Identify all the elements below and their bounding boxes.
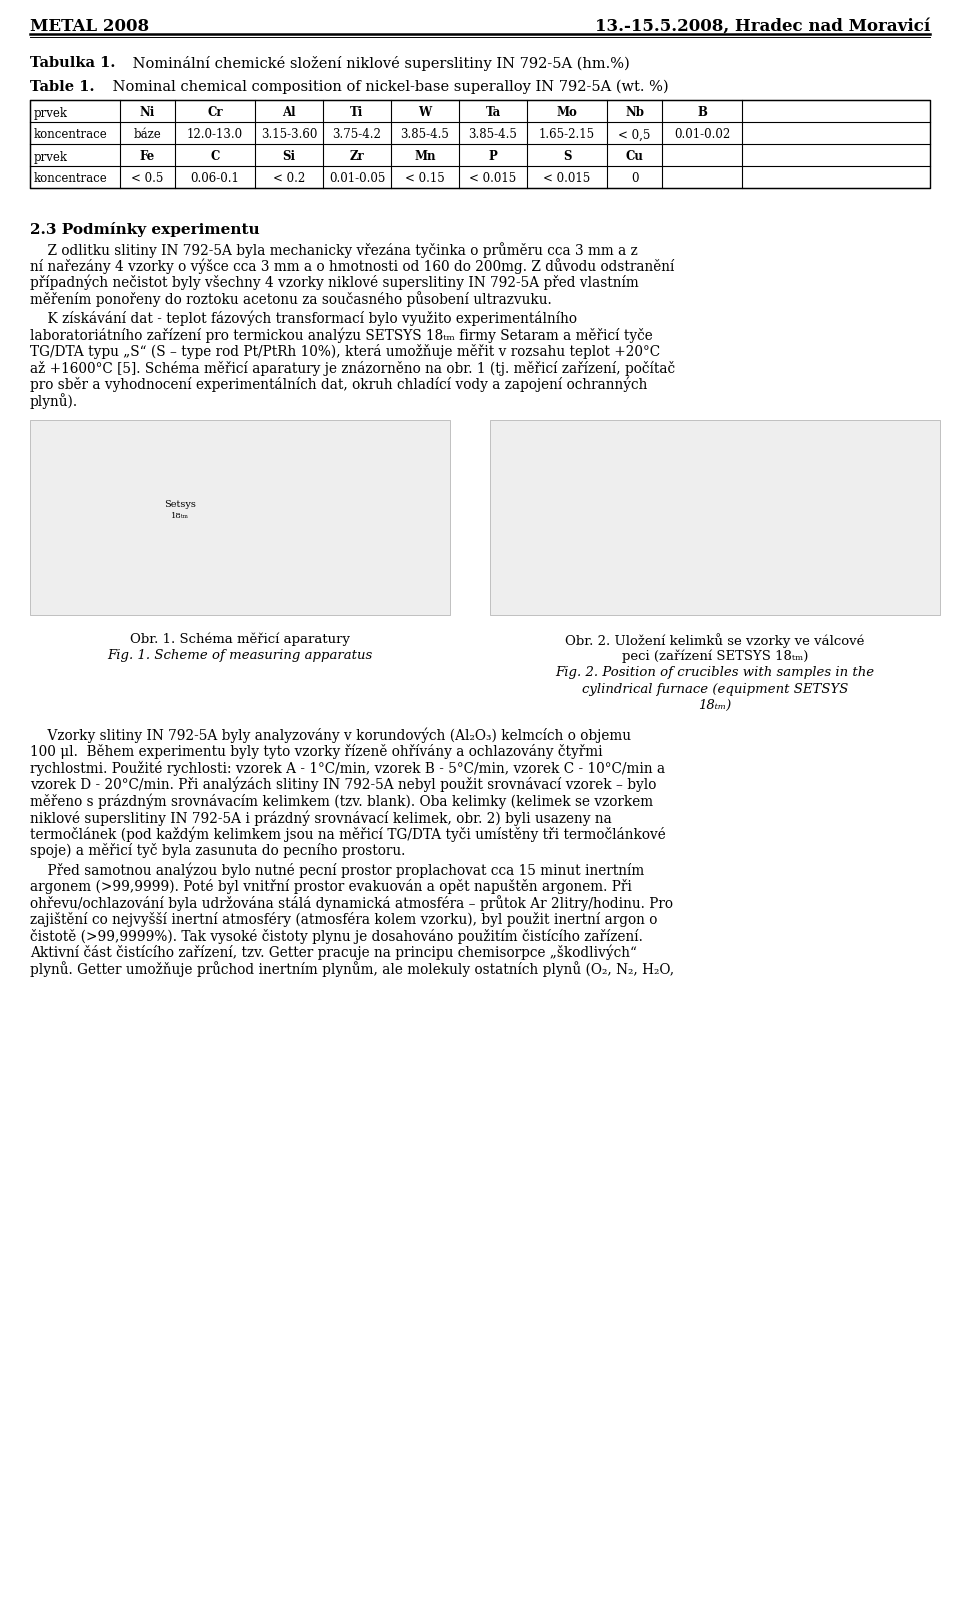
Text: Ni: Ni (140, 106, 156, 119)
Text: plynů).: plynů). (30, 394, 78, 410)
Text: až +1600°C [5]. Schéma měřicí aparatury je znázorněno na obr. 1 (tj. měřicí zaří: až +1600°C [5]. Schéma měřicí aparatury … (30, 360, 675, 376)
Text: Al: Al (282, 106, 296, 119)
Text: koncentrace: koncentrace (34, 129, 108, 142)
Text: Vzorky slitiny IN 792-5A byly analyzovány v korundových (Al₂O₃) kelmcích o objem: Vzorky slitiny IN 792-5A byly analyzován… (30, 727, 631, 744)
Text: Obr. 2. Uložení kelimků se vzorky ve válcové: Obr. 2. Uložení kelimků se vzorky ve vál… (565, 632, 865, 648)
Text: 0.01-0.05: 0.01-0.05 (329, 173, 385, 185)
Bar (30, 100, 930, 189)
Text: < 0,5: < 0,5 (618, 129, 651, 142)
Text: 100 μl.  Během experimentu byly tyto vzorky řízeně ohřívány a ochlazovány čtyřmi: 100 μl. Během experimentu byly tyto vzor… (30, 744, 603, 760)
Text: C: C (210, 150, 220, 163)
Text: K získávání dat - teplot fázových transformací bylo využito experimentálního: K získávání dat - teplot fázových transf… (30, 311, 577, 326)
Text: Fig. 2. Position of crucibles with samples in the: Fig. 2. Position of crucibles with sampl… (556, 666, 875, 679)
Text: Zr: Zr (349, 150, 365, 163)
Text: 13.-15.5.2008, Hradec nad Moravicí: 13.-15.5.2008, Hradec nad Moravicí (595, 18, 930, 35)
Text: < 0.15: < 0.15 (405, 173, 444, 185)
Text: Fig. 1. Scheme of measuring apparatus: Fig. 1. Scheme of measuring apparatus (108, 650, 372, 663)
Text: METAL 2008: METAL 2008 (30, 18, 149, 35)
Text: 3.75-4.2: 3.75-4.2 (332, 129, 381, 142)
Text: rychlostmi. Použité rychlosti: vzorek A - 1°C/min, vzorek B - 5°C/min, vzorek C : rychlostmi. Použité rychlosti: vzorek A … (30, 760, 665, 776)
Text: 0.01-0.02: 0.01-0.02 (674, 129, 731, 142)
Text: Table 1.: Table 1. (30, 81, 94, 94)
Text: Cu: Cu (626, 150, 643, 163)
Text: Nominální chemické složení niklové superslitiny IN 792-5A (hm.%): Nominální chemické složení niklové super… (128, 56, 630, 71)
Text: ní nařezány 4 vzorky o výšce cca 3 mm a o hmotnosti od 160 do 200mg. Z důvodu od: ní nařezány 4 vzorky o výšce cca 3 mm a … (30, 258, 674, 274)
Text: ohřevu/ochlazování byla udržována stálá dynamická atmosféra – průtok Ar 2litry/h: ohřevu/ochlazování byla udržována stálá … (30, 895, 673, 911)
Text: pro sběr a vyhodnocení experimentálních dat, okruh chladící vody a zapojení ochr: pro sběr a vyhodnocení experimentálních … (30, 377, 647, 392)
Text: cylindrical furnace (equipment SETSYS: cylindrical furnace (equipment SETSYS (582, 682, 849, 695)
Text: měřením ponořeny do roztoku acetonu za současného působení ultrazvuku.: měřením ponořeny do roztoku acetonu za s… (30, 292, 552, 308)
Text: < 0.2: < 0.2 (273, 173, 305, 185)
Text: TG/DTA typu „S“ (S – type rod Pt/PtRh 10%), která umožňuje měřit v rozsahu teplo: TG/DTA typu „S“ (S – type rod Pt/PtRh 10… (30, 344, 660, 360)
Text: 3.85-4.5: 3.85-4.5 (400, 129, 449, 142)
Text: 3.85-4.5: 3.85-4.5 (468, 129, 517, 142)
Text: termočlánek (pod každým kelimkem jsou na měřicí TG/DTA tyči umístěny tři termočl: termočlánek (pod každým kelimkem jsou na… (30, 826, 665, 842)
Text: báze: báze (133, 129, 161, 142)
Text: zajištění co nejvyšší inertní atmosféry (atmosféra kolem vzorku), byl použit ine: zajištění co nejvyšší inertní atmosféry … (30, 911, 658, 927)
Text: Ti: Ti (350, 106, 364, 119)
Text: prvek: prvek (34, 106, 68, 119)
Text: Nominal chemical composition of nickel-base superalloy IN 792-5A (wt. %): Nominal chemical composition of nickel-b… (108, 81, 668, 95)
Text: Tabulka 1.: Tabulka 1. (30, 56, 115, 69)
Text: Mo: Mo (557, 106, 577, 119)
Text: 2.3 Podmínky experimentu: 2.3 Podmínky experimentu (30, 223, 259, 237)
Text: 1.65-2.15: 1.65-2.15 (539, 129, 595, 142)
Text: Mn: Mn (415, 150, 436, 163)
Text: < 0.5: < 0.5 (132, 173, 164, 185)
Text: W: W (419, 106, 432, 119)
Bar (30, 419, 450, 615)
Text: 18ₜₘ: 18ₜₘ (171, 511, 189, 519)
Text: případných nečistot byly všechny 4 vzorky niklové superslitiny IN 792-5A před vl: případných nečistot byly všechny 4 vzork… (30, 274, 638, 290)
Text: koncentrace: koncentrace (34, 173, 108, 185)
Text: argonem (>99,9999). Poté byl vnitřní prostor evakuován a opět napuštěn argonem. : argonem (>99,9999). Poté byl vnitřní pro… (30, 879, 632, 894)
Text: 0.06-0.1: 0.06-0.1 (191, 173, 239, 185)
Text: Obr. 1. Schéma měřicí aparatury: Obr. 1. Schéma měřicí aparatury (130, 632, 350, 647)
Text: Aktivní část čistícího zařízení, tzv. Getter pracuje na principu chemisorpce „šk: Aktivní část čistícího zařízení, tzv. Ge… (30, 945, 636, 960)
Text: 3.15-3.60: 3.15-3.60 (261, 129, 317, 142)
Text: prvek: prvek (34, 150, 68, 163)
Text: < 0.015: < 0.015 (469, 173, 516, 185)
Text: Fe: Fe (140, 150, 156, 163)
Bar (490, 419, 940, 615)
Text: měřeno s prázdným srovnávacím kelimkem (tzv. blank). Oba kelimky (kelimek se vzo: měřeno s prázdným srovnávacím kelimkem (… (30, 794, 653, 810)
Text: Nb: Nb (625, 106, 644, 119)
Text: < 0.015: < 0.015 (543, 173, 590, 185)
Text: spoje) a měřicí tyč byla zasunuta do pecního prostoru.: spoje) a měřicí tyč byla zasunuta do pec… (30, 844, 405, 858)
Text: vzorek D - 20°C/min. Při analýzách slitiny IN 792-5A nebyl použit srovnávací vzo: vzorek D - 20°C/min. Při analýzách sliti… (30, 777, 657, 792)
Text: Z odlitku slitiny IN 792-5A byla mechanicky vřezána tyčinka o průměru cca 3 mm a: Z odlitku slitiny IN 792-5A byla mechani… (30, 242, 637, 258)
Text: 0: 0 (631, 173, 638, 185)
Text: plynů. Getter umožňuje průchod inertním plynům, ale molekuly ostatních plynů (O₂: plynů. Getter umožňuje průchod inertním … (30, 961, 674, 977)
Text: čistotě (>99,9999%). Tak vysoké čistoty plynu je dosahováno použitím čistícího z: čistotě (>99,9999%). Tak vysoké čistoty … (30, 929, 643, 944)
Text: 12.0-13.0: 12.0-13.0 (187, 129, 243, 142)
Text: Si: Si (282, 150, 296, 163)
Text: niklové superslitiny IN 792-5A i prázdný srovnávací kelimek, obr. 2) byli usazen: niklové superslitiny IN 792-5A i prázdný… (30, 810, 612, 826)
Text: B: B (697, 106, 707, 119)
Text: laboratoriátního zařízení pro termickou analýzu SETSYS 18ₜₘ firmy Setaram a měři: laboratoriátního zařízení pro termickou … (30, 327, 653, 344)
Text: S: S (563, 150, 571, 163)
Text: Setsys: Setsys (164, 500, 196, 510)
Text: peci (zařízení SETSYS 18ₜₘ): peci (zařízení SETSYS 18ₜₘ) (622, 650, 808, 663)
Text: Cr: Cr (207, 106, 223, 119)
Text: Před samotnou analýzou bylo nutné pecní prostor proplachovat cca 15 minut inertn: Před samotnou analýzou bylo nutné pecní … (30, 863, 644, 877)
Text: P: P (489, 150, 497, 163)
Text: Ta: Ta (486, 106, 500, 119)
Text: 18ₜₘ): 18ₜₘ) (698, 698, 732, 711)
